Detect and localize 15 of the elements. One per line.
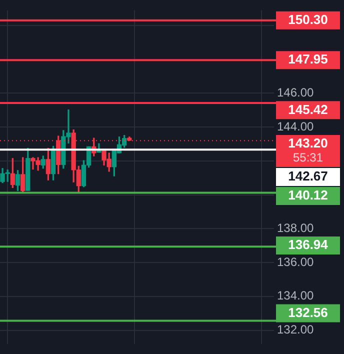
y-tick-label: 146.00 xyxy=(277,85,314,100)
y-tick-label: 138.00 xyxy=(277,220,314,235)
y-tick-label: 132.00 xyxy=(277,322,314,337)
ref-line-label: 143.20 xyxy=(288,136,328,151)
text: 55:31 xyxy=(292,150,324,164)
ref-line-label: 145.42 xyxy=(288,102,328,117)
ref-line-label: 132.56 xyxy=(288,304,328,320)
ref-line-label: 150.30 xyxy=(288,12,328,27)
y-tick-label: 134.00 xyxy=(277,288,314,303)
ref-line-label: 147.95 xyxy=(288,52,328,67)
ref-line-label: 136.94 xyxy=(288,237,329,252)
y-tick-label: 144.00 xyxy=(277,119,314,134)
ref-line-label: 142.67 xyxy=(288,168,328,184)
ref-line-label: 140.12 xyxy=(288,188,328,203)
y-tick-label: 136.00 xyxy=(277,254,314,269)
